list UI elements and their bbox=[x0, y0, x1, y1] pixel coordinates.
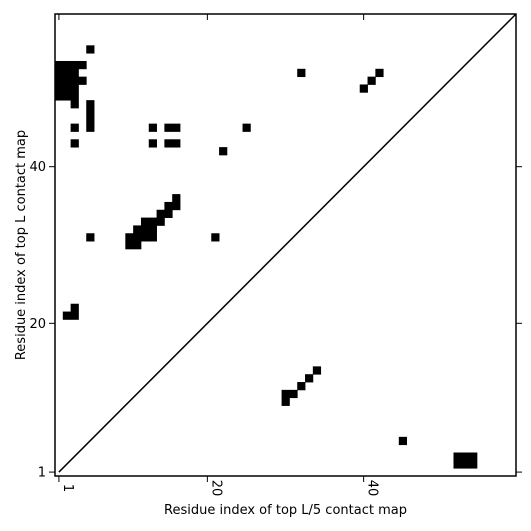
contact-cell-upper bbox=[86, 233, 95, 242]
contact-cell-upper bbox=[164, 123, 173, 132]
contact-cell-upper bbox=[78, 76, 87, 85]
contact-cell-lower bbox=[453, 460, 462, 469]
y-axis-label: Residue index of top L contact map bbox=[14, 130, 29, 360]
y-tick-label: 20 bbox=[29, 317, 46, 332]
contact-cell-upper bbox=[156, 209, 165, 218]
contact-cell-upper bbox=[62, 68, 72, 78]
contact-cell-upper bbox=[62, 311, 72, 320]
contact-cell-upper bbox=[55, 84, 64, 93]
contact-cell-upper bbox=[70, 123, 79, 132]
contact-cell-upper bbox=[172, 201, 181, 211]
contact-cell-upper bbox=[164, 209, 173, 218]
contact-cell-upper bbox=[133, 241, 142, 250]
contact-cell-upper bbox=[211, 233, 220, 242]
contact-cell-upper bbox=[70, 68, 79, 78]
contact-cell-upper bbox=[70, 84, 79, 93]
contact-cell-upper bbox=[55, 60, 64, 70]
y-tick-label: 1 bbox=[38, 466, 46, 481]
upper-triangle-contacts bbox=[55, 45, 384, 320]
contact-cell-upper bbox=[125, 241, 134, 250]
contact-cell-upper bbox=[70, 92, 79, 101]
contact-cell-upper bbox=[359, 84, 368, 93]
contact-cell-upper bbox=[86, 100, 95, 109]
contact-cell-lower bbox=[461, 452, 470, 461]
contact-cell-upper bbox=[140, 225, 150, 234]
contact-cell-upper bbox=[70, 311, 79, 320]
contact-cell-lower bbox=[289, 389, 298, 399]
contact-cell-upper bbox=[375, 68, 384, 78]
contact-cell-lower bbox=[461, 460, 470, 469]
contact-cell-upper bbox=[55, 76, 64, 85]
contact-cell-upper bbox=[164, 201, 173, 211]
contact-cell-upper bbox=[70, 139, 79, 148]
x-tick-label: 20 bbox=[208, 480, 223, 497]
contact-cell-upper bbox=[297, 68, 306, 78]
contact-cell-lower bbox=[453, 452, 462, 461]
contact-cell-lower bbox=[398, 436, 408, 446]
contact-cell-upper bbox=[86, 45, 95, 54]
contact-cell-upper bbox=[172, 123, 181, 132]
y-tick-label: 40 bbox=[29, 160, 46, 175]
contact-cell-lower bbox=[281, 389, 290, 399]
axis-ticks: 1 20 40 1 20 40 bbox=[29, 14, 522, 496]
x-tick-label: 1 bbox=[60, 484, 75, 492]
contact-cell-lower bbox=[297, 382, 306, 391]
contact-cell-upper bbox=[148, 217, 157, 226]
contact-cell-upper bbox=[55, 68, 64, 78]
contact-cell-lower bbox=[469, 460, 478, 469]
lower-triangle-contacts bbox=[281, 366, 478, 469]
plot-frame bbox=[54, 13, 517, 477]
contact-cell-upper bbox=[140, 217, 150, 226]
contact-cell-upper bbox=[86, 107, 95, 117]
contact-cell-upper bbox=[86, 123, 95, 132]
contact-cell-upper bbox=[62, 60, 72, 70]
contact-cell-upper bbox=[133, 233, 142, 242]
contact-cell-upper bbox=[148, 233, 157, 242]
contact-cell-upper bbox=[164, 139, 173, 148]
contact-cell-upper bbox=[125, 233, 134, 242]
contact-cell-upper bbox=[140, 233, 150, 242]
contact-cell-upper bbox=[172, 139, 181, 148]
x-tick-label: 40 bbox=[365, 480, 380, 497]
contact-cell-upper bbox=[148, 123, 157, 132]
contact-cell-upper bbox=[367, 76, 376, 85]
contact-cell-upper bbox=[219, 147, 228, 156]
diagonal-line bbox=[58, 13, 517, 473]
contact-cell-upper bbox=[172, 194, 181, 203]
contact-cell-upper bbox=[78, 60, 87, 70]
contact-cell-upper bbox=[133, 225, 142, 234]
contact-cell-upper bbox=[55, 92, 64, 101]
contact-cell-upper bbox=[70, 100, 79, 109]
x-axis-label: Residue index of top L/5 contact map bbox=[164, 503, 407, 518]
contact-cell-lower bbox=[281, 397, 290, 406]
contact-cell-upper bbox=[86, 115, 95, 125]
contact-cell-lower bbox=[312, 366, 322, 375]
contact-cell-upper bbox=[70, 60, 79, 70]
contact-cell-upper bbox=[242, 123, 251, 132]
contact-cell-upper bbox=[148, 225, 157, 234]
contact-cell-lower bbox=[305, 374, 314, 383]
contact-cell-upper bbox=[70, 303, 79, 312]
contact-cell-upper bbox=[156, 217, 165, 226]
contact-cell-upper bbox=[62, 92, 72, 101]
contact-cell-upper bbox=[62, 76, 72, 85]
contact-cell-upper bbox=[148, 139, 157, 148]
contact-cell-upper bbox=[70, 76, 79, 85]
contact-cell-upper bbox=[62, 84, 72, 93]
contact-cell-lower bbox=[469, 452, 478, 461]
